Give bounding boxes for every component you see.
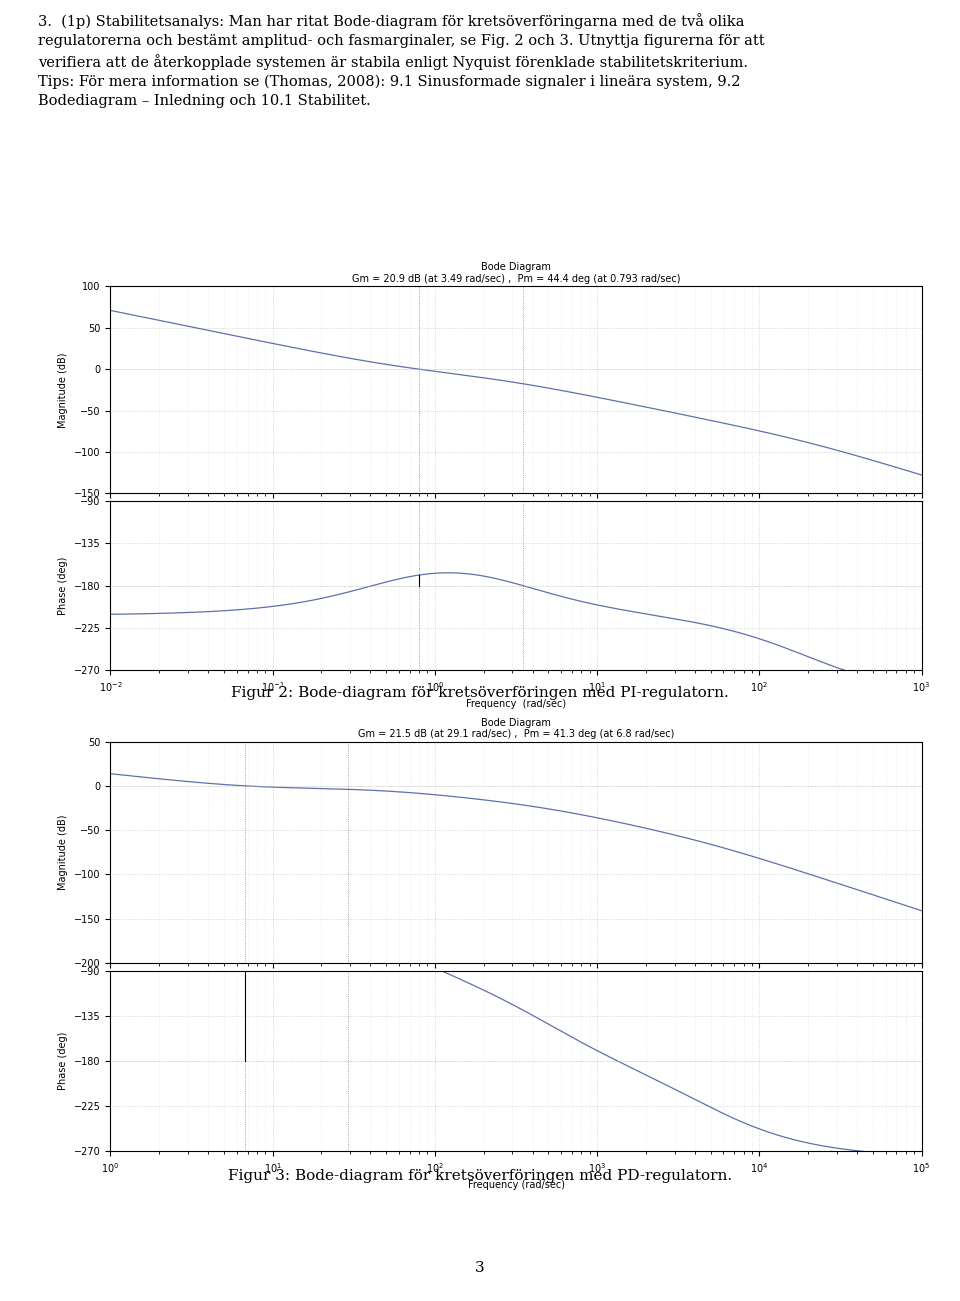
Y-axis label: Phase (deg): Phase (deg) — [59, 1032, 68, 1090]
Text: 3.  (1p) Stabilitetsanalys: Man har ritat Bode-diagram för kretsöverföringarna m: 3. (1p) Stabilitetsanalys: Man har ritat… — [38, 13, 765, 108]
Y-axis label: Magnitude (dB): Magnitude (dB) — [59, 353, 68, 428]
Title: Bode Diagram
Gm = 20.9 dB (at 3.49 rad/sec) ,  Pm = 44.4 deg (at 0.793 rad/sec): Bode Diagram Gm = 20.9 dB (at 3.49 rad/s… — [351, 263, 681, 284]
X-axis label: Frequency  (rad/sec): Frequency (rad/sec) — [466, 699, 566, 709]
Text: Figur 2: Bode-diagram för kretsöverföringen med PI-regulatorn.: Figur 2: Bode-diagram för kretsöverförin… — [231, 687, 729, 700]
Y-axis label: Magnitude (dB): Magnitude (dB) — [59, 814, 68, 890]
Title: Bode Diagram
Gm = 21.5 dB (at 29.1 rad/sec) ,  Pm = 41.3 deg (at 6.8 rad/sec): Bode Diagram Gm = 21.5 dB (at 29.1 rad/s… — [358, 718, 674, 739]
Text: 3: 3 — [475, 1262, 485, 1275]
Y-axis label: Phase (deg): Phase (deg) — [59, 557, 68, 615]
Text: Figur 3: Bode-diagram för kretsöverföringen med PD-regulatorn.: Figur 3: Bode-diagram för kretsöverförin… — [228, 1170, 732, 1183]
X-axis label: Frequency (rad/sec): Frequency (rad/sec) — [468, 1180, 564, 1190]
